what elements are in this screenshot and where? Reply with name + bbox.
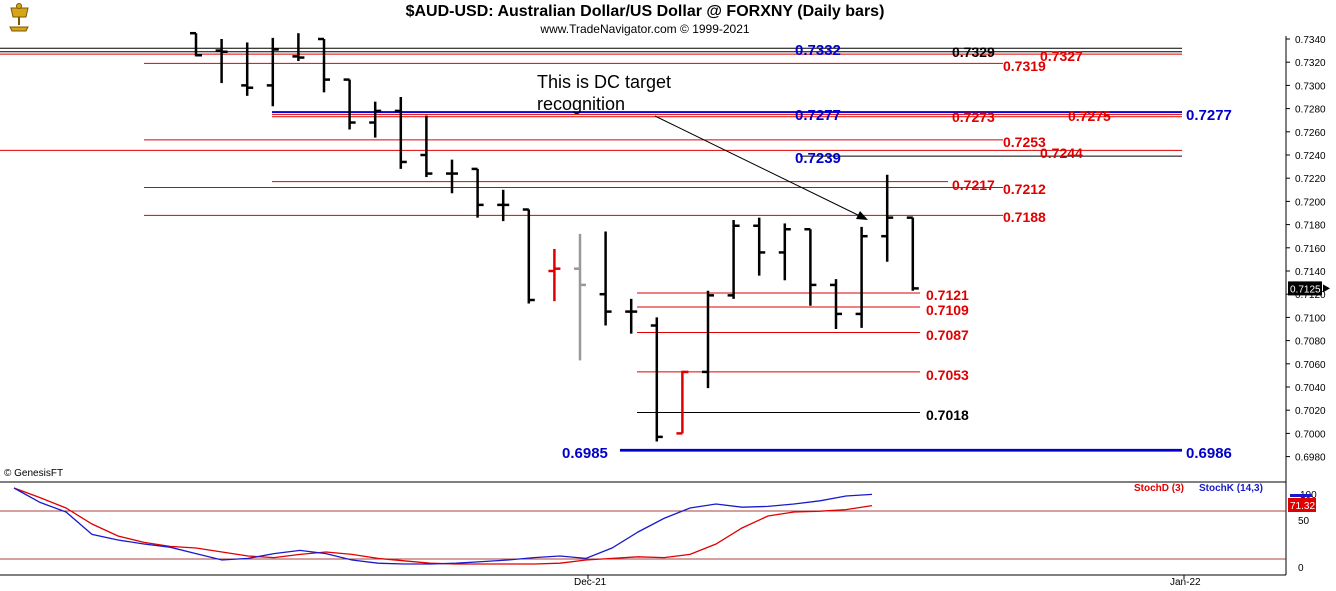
y-tick-label: 0.7200 [1295,197,1326,208]
y-tick-label: 0.7040 [1295,383,1326,394]
price-bar [906,216,919,291]
price-bar [215,39,228,84]
stoch-line [13,487,873,565]
price-bar [369,101,382,138]
last-price-box [1288,281,1322,296]
price-bar [446,159,458,194]
price-bars [190,31,919,442]
last-price-arrow [1323,284,1330,293]
level-label: 0.7273 [952,109,995,125]
y-tick-label: 0.7060 [1295,360,1326,371]
stoch-tick-label: 50 [1298,516,1310,527]
price-bar [343,78,356,130]
last-price-label: 0.7125 [1290,284,1321,295]
annotation-text-line1: This is DC target [537,72,671,92]
y-tick-label: 0.7140 [1295,267,1326,278]
y-tick-label: 0.7320 [1295,58,1326,69]
level-label: 0.7239 [795,150,841,167]
x-tick-label: Jan-22 [1170,577,1201,588]
price-bar [497,189,510,222]
stoch-line [13,487,873,565]
price-bar [394,97,407,169]
level-label: 0.6986 [1186,445,1232,462]
price-bar [420,115,433,178]
price-bar [650,317,663,442]
price-bar [625,298,638,334]
price-bar [471,167,484,218]
price-bar [292,33,305,62]
stoch-tick-label: 0 [1298,563,1304,574]
chart-title: $AUD-USD: Australian Dollar/US Dollar @ … [405,3,885,20]
level-label: 0.7212 [1003,181,1046,197]
price-bar [727,219,740,299]
level-label: 0.7332 [795,42,841,59]
price-bar [676,370,689,435]
level-label: 0.7121 [926,287,969,303]
level-label: 0.7244 [1040,145,1083,161]
level-label: 0.7109 [926,302,969,318]
price-bar [241,42,254,96]
y-tick-label: 0.7000 [1295,429,1326,440]
price-bar [266,37,279,107]
price-bar [548,248,561,302]
y-tick-label: 0.7100 [1295,313,1326,324]
price-bar [830,279,842,329]
level-label: 0.7319 [1003,58,1046,74]
level-label: 0.7327 [1040,48,1083,64]
price-bar [190,31,202,57]
price-bar [855,226,868,328]
legend-stochd: StochD (3) [1134,483,1184,494]
y-tick-label: 0.7280 [1295,105,1326,116]
trading-logo-icon [2,2,36,32]
annotation-text-line2: recognition [537,94,625,114]
stoch-value-label: 71.32 [1290,501,1315,512]
y-tick-label: 0.7120 [1295,290,1326,301]
y-tick-label: 0.7300 [1295,81,1326,92]
level-label: 0.7275 [1068,108,1111,124]
price-bar [574,233,586,361]
y-tick-label: 0.7340 [1295,35,1326,46]
y-tick-label: 0.7220 [1295,174,1326,185]
y-tick-label: 0.7180 [1295,221,1326,232]
level-label: 0.7188 [1003,209,1046,225]
copyright-text: © GenesisFT [4,468,64,479]
level-label: 0.7018 [926,407,969,423]
y-tick-label: 0.7080 [1295,337,1326,348]
legend-stochk: StochK (14,3) [1199,483,1263,494]
y-tick-label: 0.7240 [1295,151,1326,162]
x-tick-label: Dec-21 [574,577,607,588]
annotation-arrow-line [654,115,863,218]
price-bar [881,174,894,262]
price-bar [522,208,535,304]
y-tick-label: 0.7160 [1295,244,1326,255]
level-label: 0.7053 [926,367,969,383]
annotation-arrow-head [856,211,868,220]
price-axis: 0.7340 0.7320 0.7300 0.7280 0.7260 0.7240 0.72… [0,35,1330,588]
price-bar [599,231,612,326]
stoch-k-marker [1290,494,1312,497]
level-label: 0.6985 [562,445,608,462]
stochastic-panel: 10050071.32 [0,487,1317,574]
y-tick-label: 0.7260 [1295,128,1326,139]
price-bar [753,217,766,276]
price-bar [702,290,714,389]
chart-subtitle: www.TradeNavigator.com © 1999-2021 [540,22,750,36]
level-label: 0.7277 [1186,107,1232,124]
y-tick-label: 0.6980 [1295,453,1326,464]
price-bar [318,37,330,93]
price-bar [804,227,817,306]
level-label: 0.7277 [795,107,841,124]
y-tick-label: 0.7020 [1295,406,1326,417]
level-label: 0.7329 [952,44,995,60]
level-label: 0.7217 [952,177,995,193]
level-label: 0.7253 [1003,134,1046,150]
stoch-value-box [1288,498,1316,512]
price-bar [778,223,791,281]
level-label: 0.7087 [926,327,969,343]
